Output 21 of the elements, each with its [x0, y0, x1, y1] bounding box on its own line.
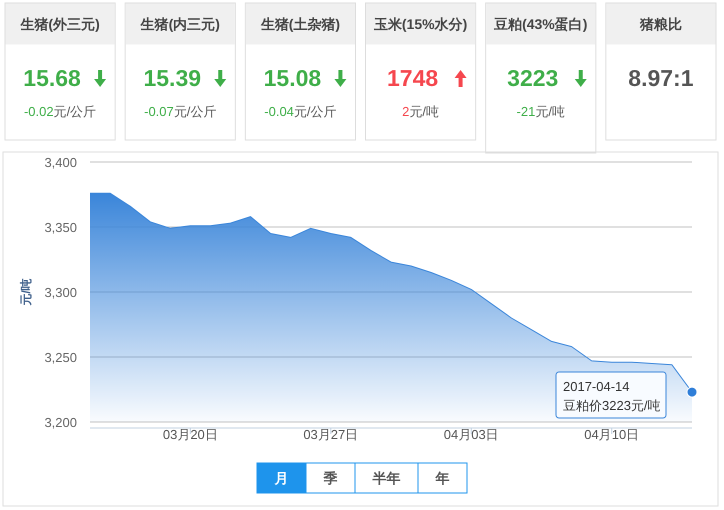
y-tick-label: 3,200 [44, 415, 77, 430]
y-tick-label: 3,400 [44, 155, 77, 170]
y-tick-label: 3,300 [44, 285, 77, 300]
category-label: 生猪(内三元) [140, 16, 220, 32]
x-tick-label: 04月03日 [444, 427, 499, 442]
y-tick-label: 3,250 [44, 350, 77, 365]
x-tick-label: 03月20日 [162, 427, 218, 442]
category-label: 玉米(15%水分) [372, 16, 468, 32]
category-label: 生猪(土杂猪) [260, 16, 340, 32]
category-label: 季 [322, 470, 338, 486]
category-label: 猪粮比 [638, 16, 682, 32]
y-tick-label: 3,350 [44, 220, 77, 235]
category-label: 月 [274, 470, 288, 486]
category-label: 生猪(外三元) [19, 16, 100, 32]
x-tick-label: 03月27日 [303, 427, 358, 442]
x-tick-label: 04月10日 [584, 427, 640, 442]
category-label: 年 [434, 470, 450, 486]
category-label: 半年 [372, 470, 400, 486]
category-label: 豆粕(43%蛋白) [493, 16, 588, 32]
y-axis-title: 元/吨 [19, 278, 33, 307]
annotation: 2017-04-14 豆粕价3223元/吨 [563, 379, 661, 413]
